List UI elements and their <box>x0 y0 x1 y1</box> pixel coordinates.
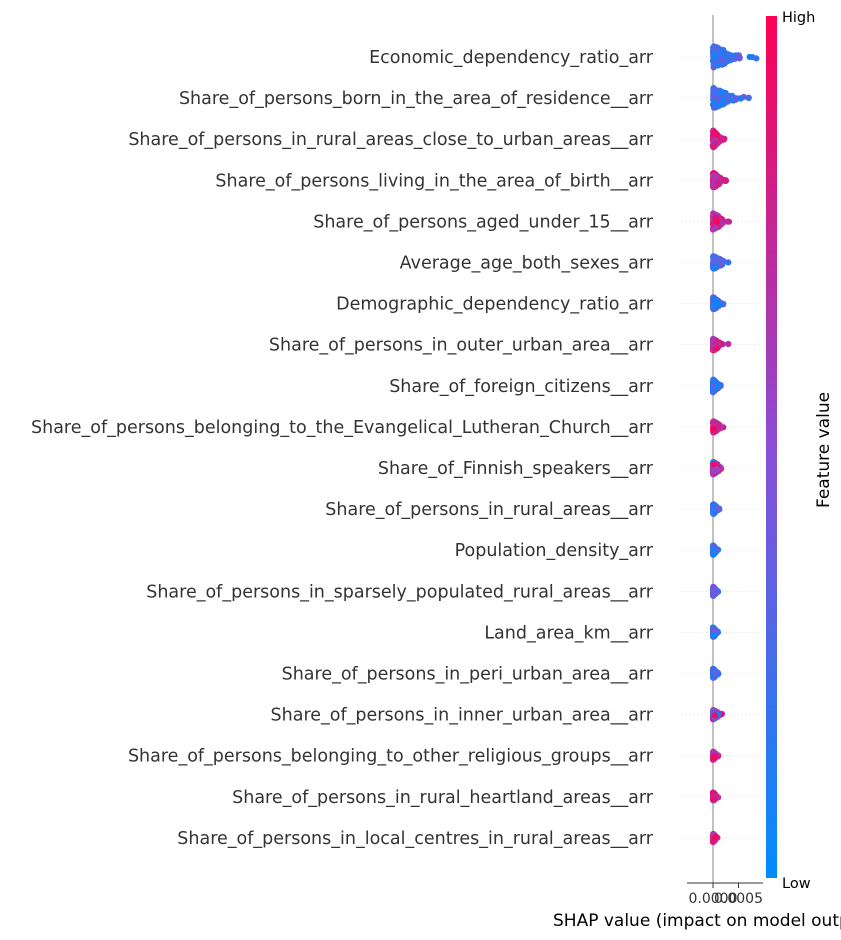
shap-point <box>711 461 718 468</box>
shap-point <box>711 712 719 719</box>
shap-point <box>735 52 743 59</box>
shap-point <box>712 88 720 95</box>
feature-label: Share_of_foreign_citizens__arr <box>389 377 654 397</box>
x-tick-label: 0.0005 <box>714 891 763 907</box>
x-axis-label: SHAP value (impact on model output) <box>553 911 841 931</box>
feature-label: Share_of_persons_born_in_the_area_of_res… <box>179 89 654 109</box>
shap-point <box>713 262 721 269</box>
feature-label: Land_area_km__arr <box>484 623 653 643</box>
shap-point <box>725 218 733 225</box>
shap-point <box>719 98 726 105</box>
shap-point <box>710 420 717 427</box>
feature-label: Share_of_persons_belonging_to_other_reli… <box>128 747 654 767</box>
shap-point <box>721 135 728 142</box>
shap-point <box>712 338 720 346</box>
feature-label: Economic_dependency_ratio_arr <box>369 48 654 68</box>
feature-label: Average_age_both_sexes_arr <box>400 254 654 274</box>
shap-point <box>736 95 744 102</box>
shap-point <box>711 668 718 676</box>
feature-label: Share_of_persons_in_outer_urban_area__ar… <box>269 336 654 356</box>
shap-point <box>725 259 732 266</box>
shap-point <box>710 502 717 509</box>
shap-point <box>714 180 721 187</box>
shap-point <box>710 508 717 515</box>
x-tick-label: 0.0000 <box>689 891 738 907</box>
shap-point <box>725 340 732 348</box>
shap-point <box>714 218 721 225</box>
feature-label: Share_of_persons_in_rural_areas_close_to… <box>128 130 653 150</box>
shap-point <box>724 98 731 105</box>
feature-label: Share_of_persons_in_rural_heartland_area… <box>232 788 654 808</box>
shap-point <box>711 52 718 59</box>
colorbar-low-label: Low <box>782 876 811 892</box>
feature-labels: Economic_dependency_ratio_arr Share_of_pe… <box>31 48 654 849</box>
shap-point <box>709 838 717 846</box>
feature-label: Share_of_persons_living_in_the_area_of_b… <box>215 171 653 191</box>
shap-point <box>711 386 718 393</box>
shap-point <box>711 795 718 802</box>
feature-label: Share_of_persons_in_peri_urban_area__arr <box>282 665 654 685</box>
beeswarm-points <box>709 43 760 846</box>
shap-point <box>710 589 718 596</box>
colorbar-high-label: High <box>782 10 815 26</box>
feature-label: Share_of_persons_in_inner_urban_area__ar… <box>271 706 654 726</box>
shap-point <box>710 425 717 432</box>
row-gridlines <box>682 56 760 839</box>
feature-label: Share_of_persons_aged_under_15__arr <box>313 212 654 232</box>
feature-label: Population_density_arr <box>455 541 654 561</box>
shap-point <box>710 468 717 475</box>
shap-point <box>710 305 717 312</box>
shap-point <box>710 627 717 635</box>
shap-point <box>718 219 726 226</box>
shap-point <box>721 60 728 67</box>
shap-point <box>715 423 722 430</box>
feature-label: Demographic_dependency_ratio_arr <box>336 295 654 315</box>
shap-point <box>713 254 720 261</box>
shap-point <box>745 94 752 102</box>
shap-point <box>712 834 719 841</box>
shap-point <box>710 547 717 554</box>
colorbar <box>766 16 777 878</box>
shap-point <box>722 177 729 184</box>
colorbar-title: Feature value <box>814 392 834 508</box>
shap-point <box>746 53 753 61</box>
feature-label: Share_of_persons_in_local_centres_in_rur… <box>177 829 654 849</box>
shap-point <box>710 94 717 101</box>
shap-point <box>717 46 724 54</box>
shap-point <box>728 52 736 59</box>
shap-point <box>710 44 717 51</box>
shap-point <box>712 140 719 147</box>
shap-point <box>712 174 719 181</box>
feature-label: Share_of_persons_belonging_to_the_Evange… <box>31 418 654 438</box>
feature-label: Share_of_Finnish_speakers__arr <box>378 459 654 479</box>
shap-point <box>718 55 725 62</box>
feature-label: Share_of_persons_in_sparsely_populated_r… <box>146 582 654 602</box>
shap-point <box>710 130 718 138</box>
shap-point <box>724 50 731 58</box>
shap-point <box>714 62 722 69</box>
shap-point <box>711 378 719 385</box>
shap-point <box>712 225 719 232</box>
shap-point <box>711 754 718 761</box>
shap-point <box>715 382 723 389</box>
shap-point <box>710 584 717 591</box>
feature-label: Share_of_persons_in_rural_areas__arr <box>325 500 653 520</box>
